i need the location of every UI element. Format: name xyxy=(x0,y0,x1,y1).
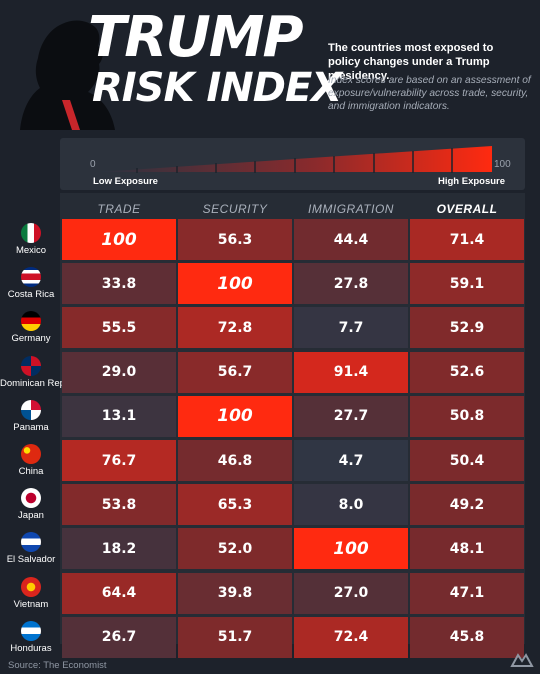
title-line-1: TRUMP xyxy=(88,5,304,70)
heatmap-cell-japan-security: 65.3 xyxy=(178,484,292,526)
country-label-el-salvador: El Salvador xyxy=(6,554,56,566)
heatmap-cell-costa-rica-trade: 33.8 xyxy=(62,263,176,305)
country-label-vietnam: Vietnam xyxy=(13,598,49,610)
heatmap-cell-vietnam-overall: 47.1 xyxy=(410,572,524,614)
heatmap-cell-costa-rica-overall: 59.1 xyxy=(410,263,524,305)
mexico-flag-icon xyxy=(21,223,41,243)
column-header-immigration: IMMIGRATION xyxy=(308,202,394,216)
heatmap-cell-mexico-trade: 100 xyxy=(62,219,176,260)
heatmap-cell-honduras-trade: 26.7 xyxy=(62,616,176,658)
legend-wedge xyxy=(98,146,492,173)
visual-capitalist-logo-icon xyxy=(510,653,534,667)
heatmap-cell-japan-immigration: 8.0 xyxy=(294,484,408,526)
heatmap-cell-mexico-security: 56.3 xyxy=(178,219,292,260)
heatmap-cell-germany-immigration: 7.7 xyxy=(294,307,408,349)
heatmap-cell-el-salvador-overall: 48.1 xyxy=(410,528,524,570)
source-note: Source: The Economist xyxy=(8,660,107,671)
heatmap-cell-el-salvador-trade: 18.2 xyxy=(62,528,176,570)
heatmap-cell-japan-trade: 53.8 xyxy=(62,484,176,526)
country-label-panama: Panama xyxy=(13,421,49,433)
methodology-note: Index scores are based on an assessment … xyxy=(328,75,531,112)
heatmap-cell-honduras-overall: 45.8 xyxy=(410,616,524,658)
column-header-trade: TRADE xyxy=(97,202,141,216)
heatmap-cell-el-salvador-security: 52.0 xyxy=(178,528,292,570)
heatmap-cell-germany-trade: 55.5 xyxy=(62,307,176,349)
heatmap-cell-mexico-immigration: 44.4 xyxy=(294,219,408,260)
country-label-costa-rica: Costa Rica xyxy=(7,289,55,301)
heatmap-cell-vietnam-immigration: 27.0 xyxy=(294,572,408,614)
vietnam-flag-icon xyxy=(21,576,41,597)
el-salvador-flag-icon xyxy=(21,532,41,553)
trump-silhouette-icon xyxy=(20,20,115,130)
title-line-2: RISK INDEX xyxy=(92,65,342,111)
heatmap-cell-china-trade: 76.7 xyxy=(62,440,176,481)
subtitle: The countries most exposed to policy cha… xyxy=(328,42,494,82)
germany-flag-icon xyxy=(21,311,41,332)
japan-flag-icon xyxy=(21,488,41,509)
legend-high-label: High Exposure xyxy=(438,176,506,187)
honduras-flag-icon xyxy=(21,620,41,641)
heatmap-cell-china-overall: 50.4 xyxy=(410,440,524,481)
costa-rica-flag-icon xyxy=(21,267,41,288)
heatmap-cell-panama-overall: 50.8 xyxy=(410,395,524,437)
heatmap-cell-china-immigration: 4.7 xyxy=(294,440,408,481)
heatmap-cell-dominican-rep-immigration: 91.4 xyxy=(294,351,408,393)
heatmap-cell-germany-overall: 52.9 xyxy=(410,307,524,349)
heatmap-cell-costa-rica-security: 100 xyxy=(178,263,292,305)
heatmap-cell-honduras-immigration: 72.4 xyxy=(294,616,408,658)
heatmap-cell-panama-immigration: 27.7 xyxy=(294,395,408,437)
heatmap-cell-vietnam-security: 39.8 xyxy=(178,572,292,614)
legend-low-label: Low Exposure xyxy=(93,176,158,187)
heatmap-cell-germany-security: 72.8 xyxy=(178,307,292,349)
legend-min-value: 0 xyxy=(90,159,96,170)
heatmap-cell-dominican-rep-security: 56.7 xyxy=(178,351,292,393)
heatmap-cell-china-security: 46.8 xyxy=(178,440,292,481)
heatmap-cell-vietnam-trade: 64.4 xyxy=(62,572,176,614)
heatmap-cell-honduras-security: 51.7 xyxy=(178,616,292,658)
heatmap-cell-japan-overall: 49.2 xyxy=(410,484,524,526)
heatmap-cell-mexico-overall: 71.4 xyxy=(410,219,524,260)
country-label-japan: Japan xyxy=(18,510,44,522)
country-label-mexico: Mexico xyxy=(15,245,47,256)
panama-flag-icon xyxy=(21,399,41,420)
country-label-dominican-rep: Dominican Rep. xyxy=(0,377,68,389)
country-label-honduras: Honduras xyxy=(10,642,52,654)
legend-max-value: 100 xyxy=(494,159,511,170)
column-header-security: SECURITY xyxy=(202,202,268,216)
china-flag-icon xyxy=(21,444,41,464)
column-header-overall: OVERALL xyxy=(436,202,498,216)
heatmap-cell-costa-rica-immigration: 27.8 xyxy=(294,263,408,305)
heatmap-cell-dominican-rep-overall: 52.6 xyxy=(410,351,524,393)
heatmap-cell-panama-security: 100 xyxy=(178,395,292,437)
country-label-china: China xyxy=(18,466,44,477)
country-label-germany: Germany xyxy=(11,333,51,345)
dominican-rep-flag-icon xyxy=(21,355,41,376)
heatmap-cell-panama-trade: 13.1 xyxy=(62,395,176,437)
heatmap-cell-dominican-rep-trade: 29.0 xyxy=(62,351,176,393)
heatmap-cell-el-salvador-immigration: 100 xyxy=(294,528,408,570)
